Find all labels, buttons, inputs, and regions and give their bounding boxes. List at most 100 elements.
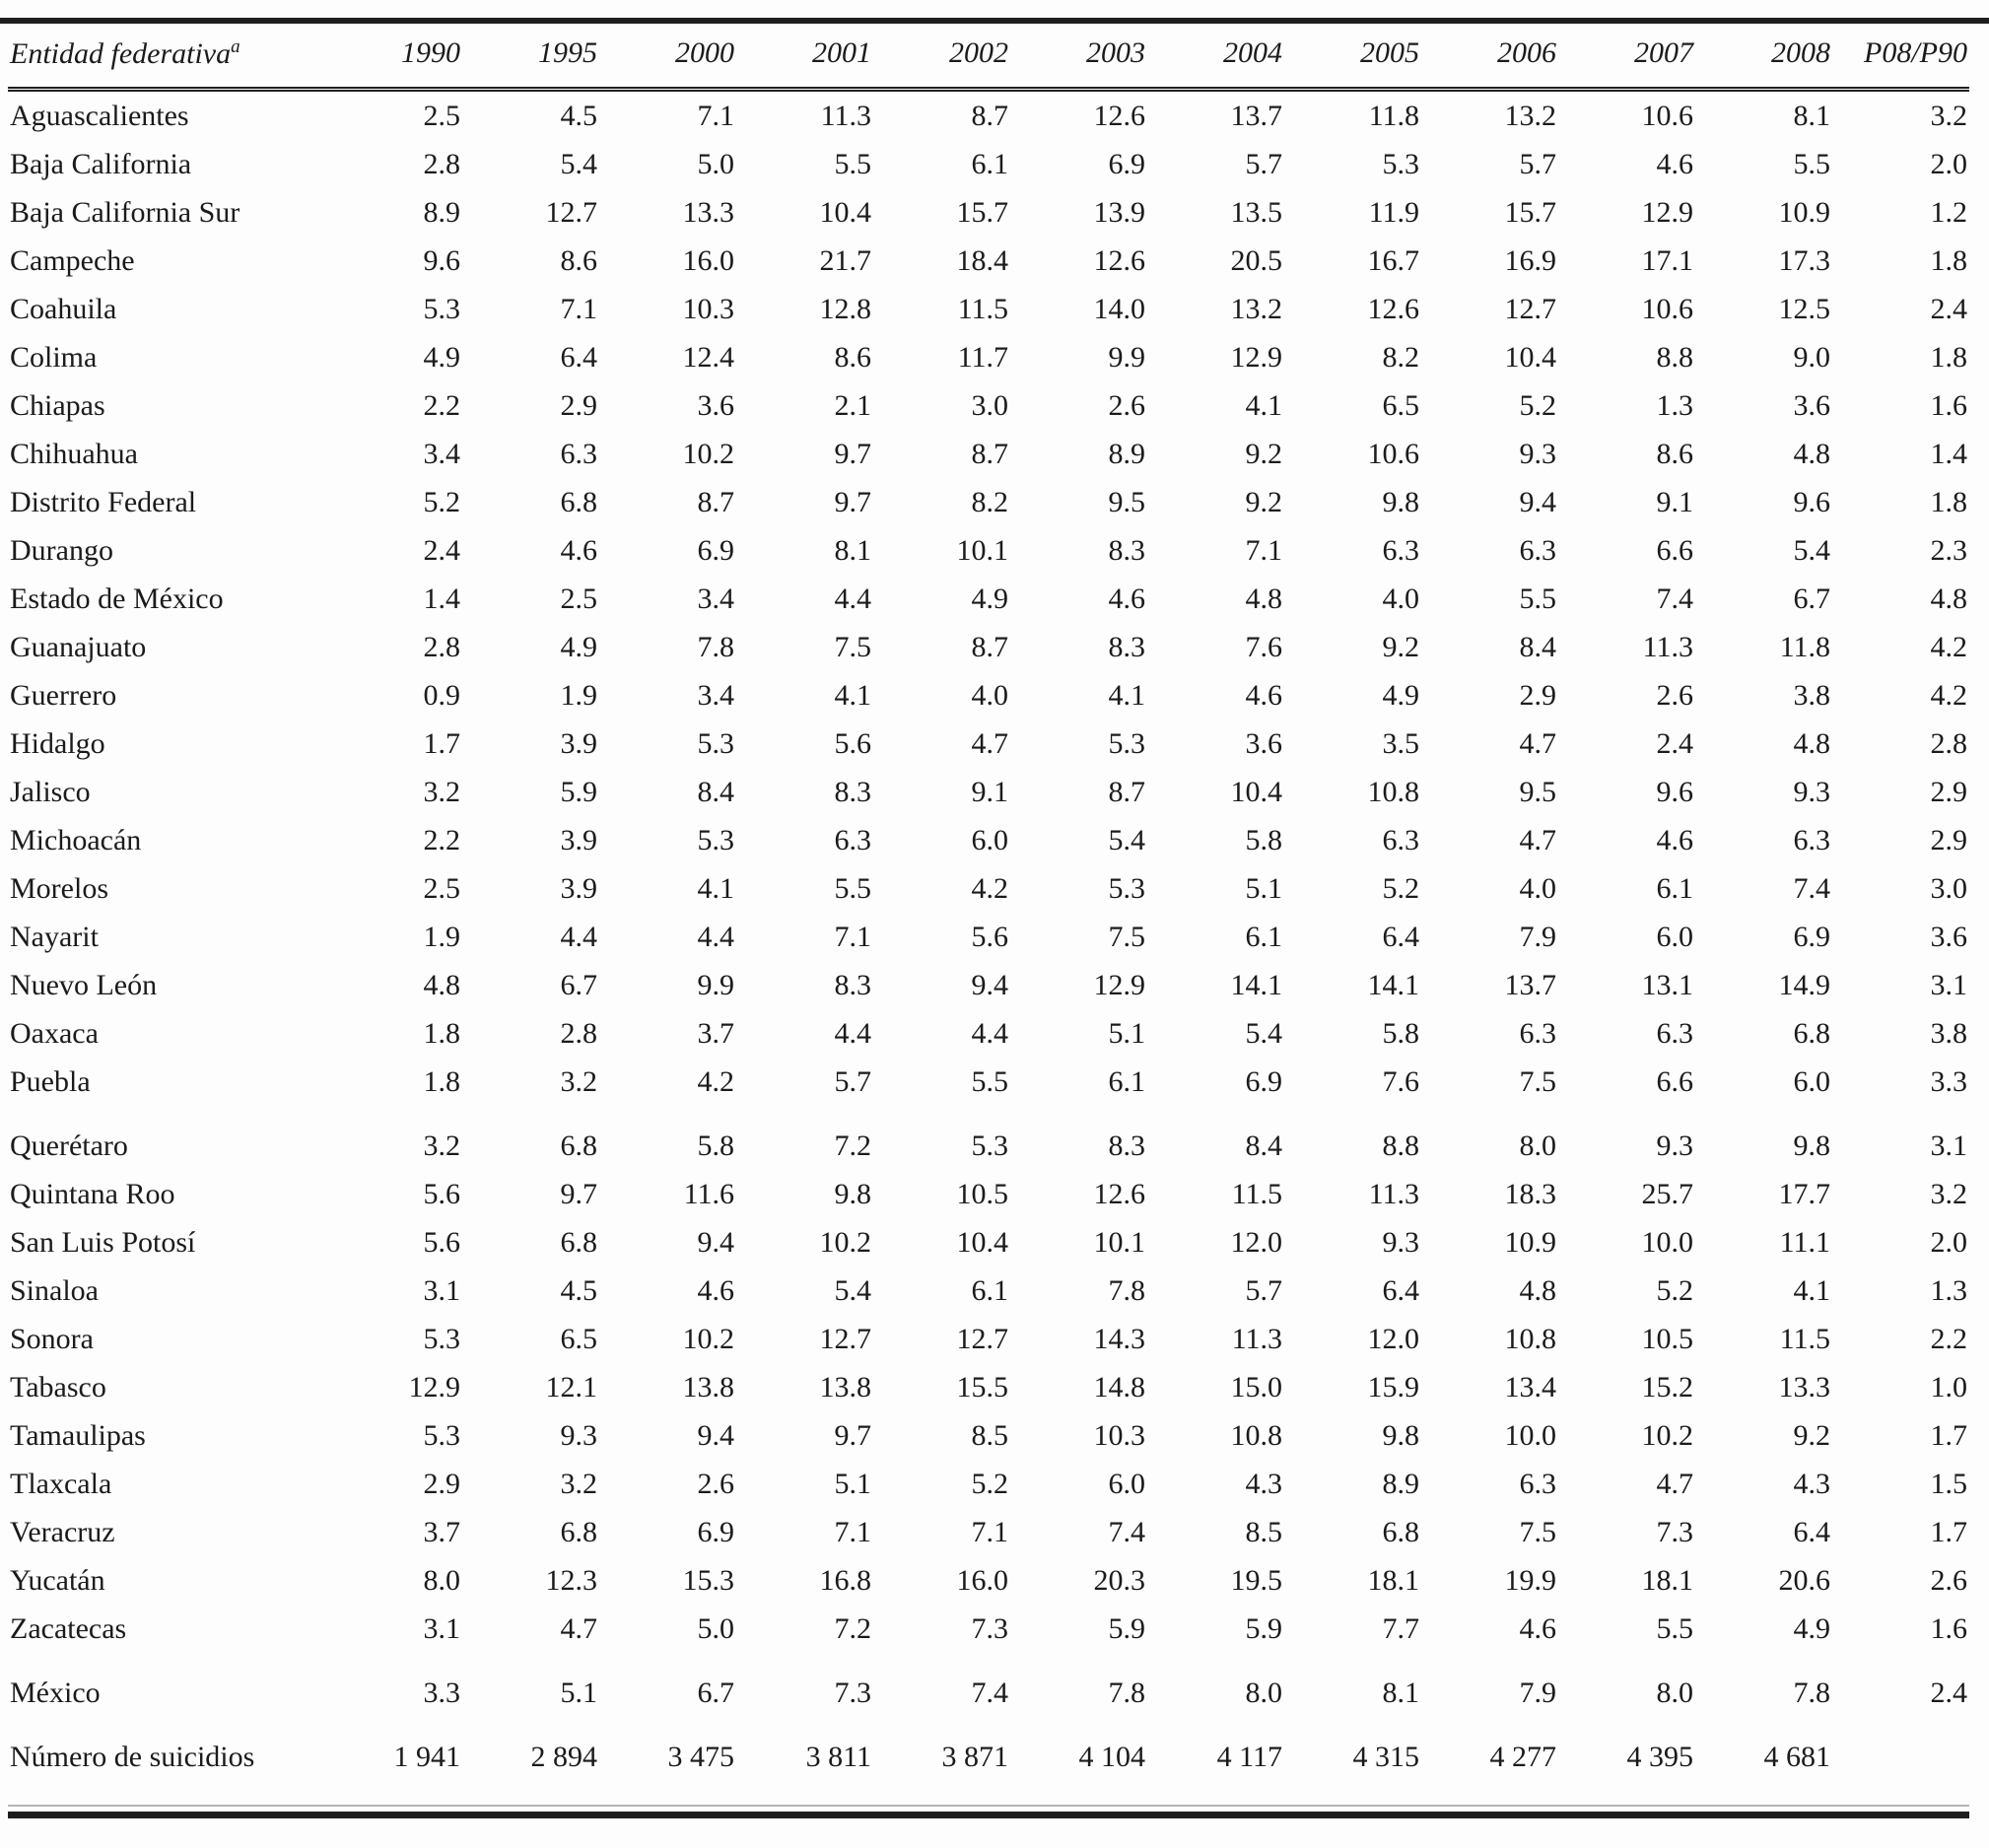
value-cell: 7.5 [1519, 1515, 1557, 1548]
value-cell: 1.9 [423, 920, 461, 953]
value-cell: 3.0 [1930, 871, 1968, 905]
value-cell: 5.3 [971, 1129, 1009, 1162]
value-cell: 2.9 [423, 1467, 461, 1500]
row-label: Estado de México [10, 582, 224, 615]
value-cell: 7.6 [1245, 630, 1283, 663]
value-cell: 4 117 [1216, 1740, 1282, 1773]
value-cell: 1.0 [1930, 1370, 1968, 1403]
value-cell: 2.8 [1930, 726, 1968, 760]
value-cell: 6.1 [971, 1273, 1009, 1307]
value-cell: 15.7 [1504, 195, 1557, 229]
table-row: Yucatán 8.0 12.3 15.3 16.8 16.0 20.3 19.5 18.1 19… [8, 1556, 1969, 1605]
value-cell: 2.4 [423, 533, 461, 567]
value-cell: 3.0 [971, 388, 1009, 422]
value-cell: 6.0 [971, 823, 1009, 856]
value-cell: 5.0 [697, 1611, 735, 1645]
value-cell: 5.2 [971, 1467, 1009, 1500]
value-cell: 4.9 [1793, 1611, 1831, 1645]
value-cell: 9.1 [971, 775, 1009, 808]
value-cell: 8.9 [1108, 437, 1146, 470]
value-cell: 6.9 [697, 533, 735, 567]
value-cell: 5.3 [423, 1322, 461, 1355]
value-cell: 3.7 [423, 1515, 461, 1548]
value-cell: 10.6 [1367, 437, 1420, 470]
value-cell: 7.1 [697, 99, 735, 132]
value-cell: 10.6 [1641, 99, 1694, 132]
value-cell: 2.0 [1930, 1225, 1968, 1259]
value-cell: 6.0 [1793, 1064, 1831, 1098]
value-cell: 9.3 [1519, 437, 1557, 470]
table-body: Aguascalientes 2.5 4.5 7.1 11.3 8.7 12.6 13.7 11… [8, 90, 1969, 1782]
value-cell: 16.9 [1504, 243, 1557, 277]
value-cell: 12.5 [1778, 292, 1831, 325]
value-cell: 5.7 [1245, 1273, 1283, 1307]
value-cell: 7.1 [834, 1515, 872, 1548]
value-cell: 10.5 [1641, 1322, 1694, 1355]
value-cell: 7.8 [697, 630, 735, 663]
value-cell: 4 315 [1352, 1740, 1420, 1773]
value-cell: 19.5 [1230, 1563, 1283, 1597]
value-cell: 8.6 [1656, 437, 1694, 470]
value-cell: 2.6 [1656, 678, 1694, 712]
table-row: Morelos 2.5 3.9 4.1 5.5 4.2 5.3 5.1 5.2 4.0 6.1 7.4… [8, 864, 1969, 913]
value-cell: 12.7 [1504, 292, 1557, 325]
value-cell: 11.6 [683, 1177, 734, 1210]
value-cell: 8.7 [1108, 775, 1146, 808]
value-cell: 25.7 [1641, 1177, 1694, 1210]
value-cell: 8.6 [560, 243, 598, 277]
value-cell: 4 395 [1626, 1740, 1694, 1773]
value-cell: 5.3 [423, 292, 461, 325]
table-row: Quintana Roo 5.6 9.7 11.6 9.8 10.5 12.6 11.5 11.… [8, 1170, 1969, 1218]
column-header-year: 2003 [1086, 36, 1145, 69]
column-header-year: 2006 [1497, 36, 1556, 69]
value-cell: 3.1 [1930, 968, 1968, 1001]
value-cell: 5.2 [1656, 1273, 1694, 1307]
value-cell: 7.4 [971, 1676, 1009, 1709]
value-cell: 4.2 [971, 871, 1009, 905]
value-cell: 6.4 [560, 340, 598, 374]
value-cell: 15.0 [1230, 1370, 1283, 1403]
value-cell: 5.5 [1519, 582, 1557, 615]
value-cell: 8.7 [971, 630, 1009, 663]
value-cell: 7.5 [1519, 1064, 1557, 1098]
value-cell: 4.4 [697, 920, 735, 953]
value-cell: 7.4 [1656, 582, 1694, 615]
value-cell: 2.8 [560, 1016, 598, 1050]
value-cell: 7.6 [1382, 1064, 1420, 1098]
row-label: Morelos [10, 871, 108, 905]
value-cell: 3.2 [423, 1129, 461, 1162]
value-cell: 5.6 [423, 1225, 461, 1259]
value-cell: 5.3 [423, 1418, 461, 1452]
table-row: Guanajuato 2.8 4.9 7.8 7.5 8.7 8.3 7.6 9.2 8.4 11.… [8, 623, 1969, 671]
value-cell: 10.1 [956, 533, 1009, 567]
value-cell: 8.3 [1108, 1129, 1146, 1162]
value-cell: 2.9 [1519, 678, 1557, 712]
row-label: Tamaulipas [10, 1418, 146, 1452]
value-cell: 13.7 [1504, 968, 1557, 1001]
value-cell: 2.4 [1930, 1676, 1968, 1709]
column-header-year: 1990 [401, 36, 460, 69]
value-cell: 9.9 [697, 968, 735, 1001]
value-cell: 11.9 [1368, 195, 1419, 229]
row-label: Guanajuato [10, 630, 147, 663]
value-cell: 4.7 [971, 726, 1009, 760]
value-cell: 5.1 [560, 1676, 598, 1709]
row-label: Guerrero [10, 678, 117, 712]
table-row: Tamaulipas 5.3 9.3 9.4 9.7 8.5 10.3 10.8 9.8 10.0… [8, 1411, 1969, 1460]
value-cell: 6.0 [1108, 1467, 1146, 1500]
value-cell: 5.3 [1382, 147, 1420, 180]
value-cell: 12.4 [682, 340, 735, 374]
value-cell: 6.9 [1108, 147, 1146, 180]
value-cell: 3.2 [1930, 99, 1968, 132]
value-cell: 8.9 [1382, 1467, 1420, 1500]
value-cell: 8.7 [971, 437, 1009, 470]
row-label: Chiapas [10, 388, 105, 422]
value-cell: 7.1 [1245, 533, 1283, 567]
value-cell: 4.7 [560, 1611, 598, 1645]
value-cell: 5.6 [834, 726, 872, 760]
value-cell: 7.8 [1108, 1676, 1146, 1709]
value-cell: 4.5 [560, 99, 598, 132]
entity-header-footnote-marker: a [231, 35, 240, 57]
value-cell: 12.7 [956, 1322, 1009, 1355]
column-header-year: 2002 [949, 36, 1008, 69]
